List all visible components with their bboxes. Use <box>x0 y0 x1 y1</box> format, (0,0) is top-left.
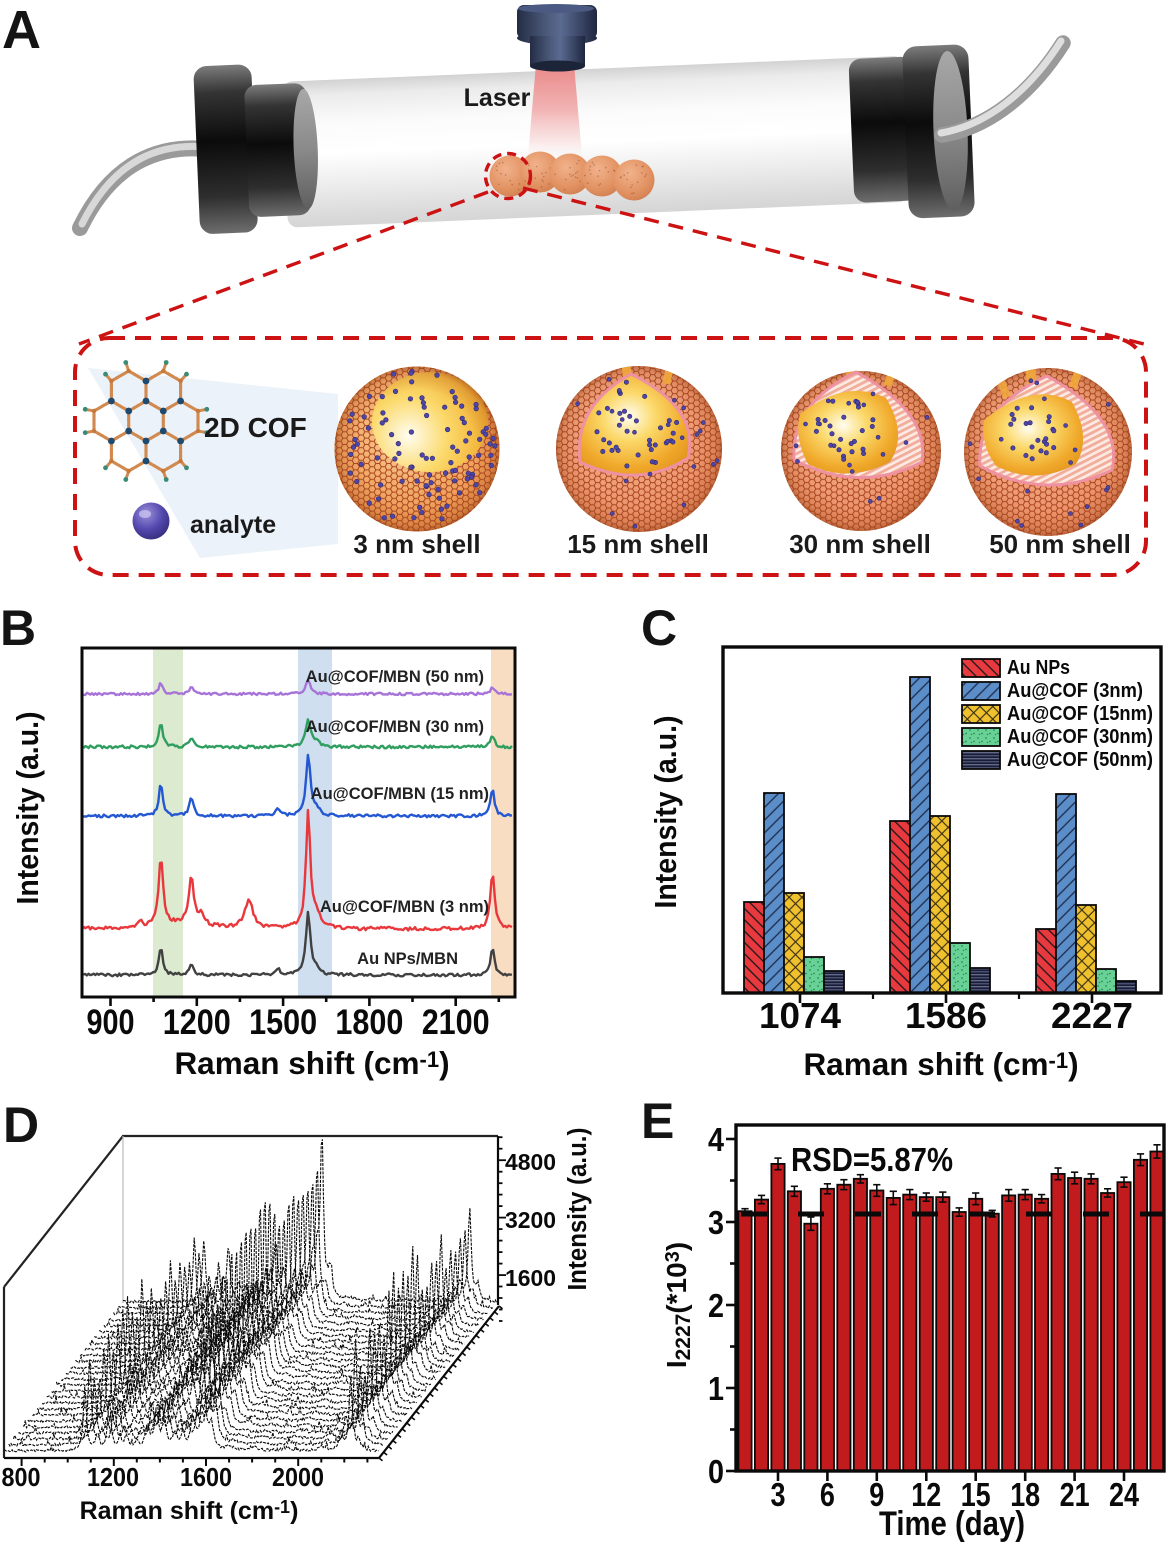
svg-text:Intensity (a.u.): Intensity (a.u.) <box>10 712 45 905</box>
svg-text:Intensity (a.u.): Intensity (a.u.) <box>648 716 683 909</box>
svg-text:analyte: analyte <box>190 511 276 539</box>
svg-text:Au@COF/MBN (30 nm): Au@COF/MBN (30 nm) <box>306 718 484 736</box>
svg-text:1: 1 <box>708 1370 724 1407</box>
svg-text:24: 24 <box>1109 1476 1140 1513</box>
svg-text:RSD=5.87%: RSD=5.87% <box>791 1141 953 1178</box>
svg-text:1200: 1200 <box>163 1003 231 1042</box>
svg-text:Au@COF/MBN (50 nm): Au@COF/MBN (50 nm) <box>306 668 484 686</box>
svg-text:1586: 1586 <box>905 995 987 1036</box>
svg-text:15 nm shell: 15 nm shell <box>567 529 709 559</box>
svg-text:1074: 1074 <box>759 995 842 1036</box>
svg-text:4: 4 <box>708 1121 725 1158</box>
svg-text:2D COF: 2D COF <box>204 412 307 443</box>
svg-text:2000: 2000 <box>272 1462 324 1492</box>
svg-text:3200: 3200 <box>505 1207 556 1233</box>
svg-text:C: C <box>641 600 677 656</box>
svg-text:Au@COF/MBN (15 nm): Au@COF/MBN (15 nm) <box>311 785 489 803</box>
svg-text:2227: 2227 <box>1051 995 1133 1036</box>
svg-text:Raman shift (cm-1): Raman shift (cm-1) <box>803 1046 1078 1082</box>
svg-text:3 nm shell: 3 nm shell <box>353 529 480 559</box>
svg-text:D: D <box>3 1097 39 1153</box>
svg-text:1200: 1200 <box>87 1462 139 1492</box>
svg-text:Raman shift (cm-1): Raman shift (cm-1) <box>80 1497 299 1525</box>
svg-text:I2227(*103): I2227(*103) <box>661 1242 695 1368</box>
svg-text:12: 12 <box>911 1476 941 1513</box>
svg-text:1600: 1600 <box>180 1462 232 1492</box>
svg-text:3: 3 <box>708 1204 724 1241</box>
svg-text:Au NPs: Au NPs <box>1007 657 1070 679</box>
svg-text:Raman shift (cm-1): Raman shift (cm-1) <box>174 1045 449 1081</box>
svg-text:50 nm shell: 50 nm shell <box>989 529 1131 559</box>
svg-text:800: 800 <box>2 1462 41 1492</box>
svg-text:1800: 1800 <box>335 1003 403 1042</box>
svg-text:9: 9 <box>869 1476 884 1513</box>
svg-text:Time (day): Time (day) <box>879 1505 1025 1543</box>
svg-text:Au@COF (15nm): Au@COF (15nm) <box>1007 703 1153 725</box>
svg-text:0: 0 <box>708 1453 724 1490</box>
svg-text:30 nm shell: 30 nm shell <box>789 529 931 559</box>
svg-text:A: A <box>2 0 41 60</box>
svg-text:1500: 1500 <box>249 1003 317 1042</box>
svg-text:15: 15 <box>961 1476 991 1513</box>
svg-text:Laser: Laser <box>464 84 531 112</box>
svg-text:6: 6 <box>820 1476 835 1513</box>
svg-text:Au NPs/MBN: Au NPs/MBN <box>357 950 458 968</box>
svg-text:Au@COF (50nm): Au@COF (50nm) <box>1007 749 1153 771</box>
svg-text:18: 18 <box>1010 1476 1040 1513</box>
svg-text:4800: 4800 <box>505 1149 556 1175</box>
svg-text:Au@COF/MBN (3 nm): Au@COF/MBN (3 nm) <box>320 898 489 916</box>
svg-text:E: E <box>641 1093 674 1149</box>
svg-text:3: 3 <box>771 1476 786 1513</box>
svg-text:2: 2 <box>708 1287 724 1324</box>
svg-text:Au@COF (30nm): Au@COF (30nm) <box>1007 726 1153 748</box>
svg-text:1600: 1600 <box>505 1265 556 1291</box>
svg-text:Intensity (a.u.): Intensity (a.u.) <box>564 1128 592 1291</box>
svg-text:2100: 2100 <box>422 1003 490 1042</box>
svg-text:Au@COF (3nm): Au@COF (3nm) <box>1007 680 1143 702</box>
svg-text:B: B <box>0 600 36 656</box>
svg-text:900: 900 <box>87 1003 135 1042</box>
svg-text:21: 21 <box>1060 1476 1090 1513</box>
